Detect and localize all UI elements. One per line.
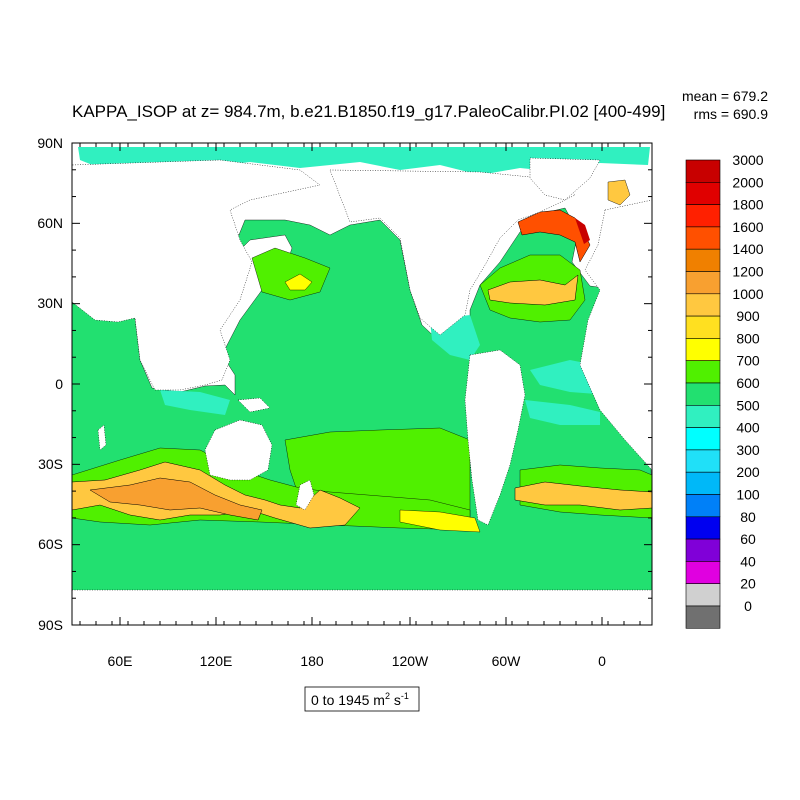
colorbar-swatch [685, 338, 721, 361]
colorbar-swatch [685, 583, 721, 607]
colorbar-swatch [685, 182, 721, 205]
colorbar-label: 20 [740, 576, 756, 592]
range-label-box: 0 to 1945 m2 s-1 [304, 686, 420, 712]
mean-value: mean = 679.2 [682, 88, 768, 104]
new-guinea [237, 397, 271, 413]
colorbar-label: 900 [736, 308, 760, 324]
lat-label-30n: 30N [37, 295, 63, 311]
north-atlantic-red [517, 209, 591, 263]
colorbar-label: 60 [740, 531, 756, 547]
colorbar-label: 500 [736, 397, 760, 413]
colorbar-label: 800 [736, 330, 760, 346]
new-zealand [295, 479, 315, 511]
colorbar-label: 600 [736, 375, 760, 391]
north-atlantic-deep-red [575, 218, 590, 244]
lon-label-60w: 60W [492, 653, 522, 669]
lon-label-0: 0 [598, 653, 606, 669]
north-pacific-yellow [284, 273, 313, 291]
rms-value: rms = 690.9 [694, 106, 769, 122]
colorbar-label: 100 [736, 487, 760, 503]
lon-label-180: 180 [300, 653, 324, 669]
colorbar-swatch [685, 382, 721, 406]
colorbar-swatch [685, 293, 721, 317]
southern-band [72, 530, 652, 590]
colorbar-label: 40 [740, 553, 756, 569]
pacific-south-yellow [399, 509, 481, 533]
colorbar-swatch [685, 427, 721, 451]
colorbar-swatch [685, 516, 721, 540]
colorbar-label: 700 [736, 353, 760, 369]
colorbar-swatch [685, 605, 721, 629]
lon-label-60e: 60E [108, 653, 133, 669]
eurasia-africa-west [72, 159, 321, 391]
lon-label-120w: 120W [392, 653, 429, 669]
antarctica [72, 589, 652, 625]
greenland [529, 157, 601, 201]
colorbar-swatch [685, 226, 721, 250]
colorbar-swatch [685, 494, 721, 518]
lat-label-90n: 90N [37, 135, 63, 151]
lat-label-30s: 30S [38, 456, 63, 472]
south-america [464, 349, 526, 526]
colorbar-label: 1200 [732, 264, 763, 280]
southern-orange-band [72, 461, 361, 529]
colorbar-label: 1400 [732, 241, 763, 257]
colorbar-label: 300 [736, 442, 760, 458]
colorbar-label: 0 [744, 598, 752, 614]
colorbar-swatch [685, 404, 721, 428]
map-frame [71, 142, 653, 626]
longitude-axis: 60E 120E 180 120W 60W 0 [108, 653, 607, 669]
lat-label-90s: 90S [38, 617, 63, 633]
australia [204, 419, 273, 481]
map-field [72, 143, 652, 625]
colorbar-label: 3000 [732, 152, 763, 168]
colorbar-swatch [685, 204, 721, 228]
south-atlantic-cyan [525, 400, 600, 425]
north-atlantic-orange [487, 274, 579, 306]
colorbar-label: 1800 [732, 197, 763, 213]
continents [72, 157, 652, 625]
colorbar: 3000200018001600140012001000900800700600… [685, 152, 764, 629]
lat-label-60s: 60S [38, 536, 63, 552]
plot-title: KAPPA_ISOP at z= 984.7m, b.e21.B1850.f19… [72, 102, 665, 121]
arctic-ocean [78, 147, 650, 175]
colorbar-label: 80 [740, 509, 756, 525]
colorbar-label: 2000 [732, 174, 763, 190]
europe-africa-east [579, 199, 652, 471]
range-label: 0 to 1945 m2 s-1 [311, 691, 409, 708]
lon-label-120e: 120E [200, 653, 233, 669]
nordic-seas [607, 179, 631, 206]
colorbar-label: 1600 [732, 219, 763, 235]
colorbar-swatch [685, 449, 721, 473]
lat-label-0: 0 [55, 376, 63, 392]
colorbar-swatch [685, 248, 721, 272]
atlantic-south-orange-band [514, 481, 652, 511]
colorbar-swatch [685, 271, 721, 295]
lat-label-60n: 60N [37, 215, 63, 231]
north-pacific-light-green [251, 247, 331, 301]
indian-orange-core [89, 477, 263, 521]
madagascar [97, 424, 107, 451]
colorbar-label: 400 [736, 420, 760, 436]
colorbar-swatch [685, 538, 721, 562]
colorbar-swatch [685, 561, 721, 585]
indonesian-cyan [160, 390, 230, 415]
colorbar-swatch [685, 360, 721, 384]
colorbar-swatch [685, 471, 721, 495]
latitude-axis: 90N 60N 30N 0 30S 60S 90S [37, 135, 63, 633]
colorbar-label: 200 [736, 464, 760, 480]
colorbar-label: 1000 [732, 286, 763, 302]
colorbar-swatch [685, 315, 721, 339]
colorbar-swatch [685, 159, 721, 183]
